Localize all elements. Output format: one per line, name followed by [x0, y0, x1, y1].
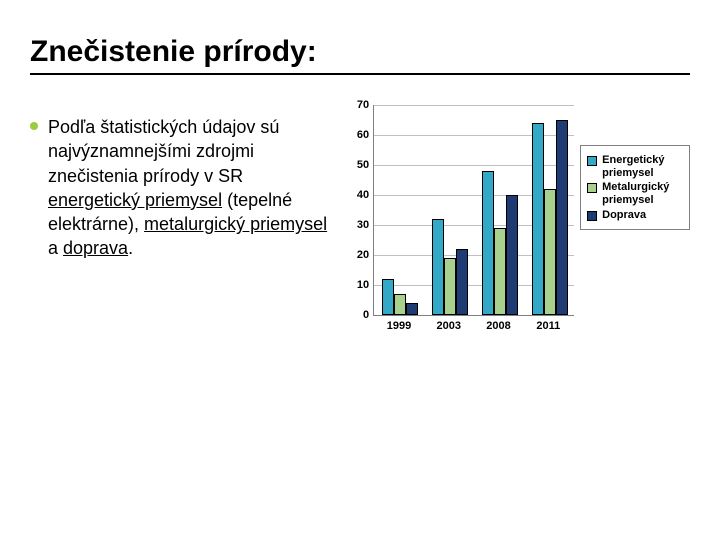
- chart-and-xlabels: 010203040506070 1999200320082011: [345, 105, 574, 332]
- legend-label: Doprava: [602, 209, 646, 222]
- y-tick-label: 0: [363, 309, 369, 321]
- bar-group: [532, 120, 568, 315]
- bullet-text-mid2: a: [48, 238, 63, 258]
- y-tick-label: 50: [357, 159, 369, 171]
- bar-group: [482, 171, 518, 315]
- chart-plot: [373, 105, 574, 316]
- chart-box: 010203040506070: [373, 105, 574, 316]
- bullet-text-u3: doprava: [63, 238, 128, 258]
- legend-label: Metalurgický priemysel: [602, 181, 681, 206]
- bullet-item: Podľa štatistických údajov sú najvýznamn…: [30, 105, 335, 261]
- chart-bar: [382, 279, 394, 315]
- x-tick-label: 1999: [374, 320, 424, 332]
- chart-bar: [494, 228, 506, 315]
- bullet-text-u2: metalurgický priemysel: [144, 214, 327, 234]
- chart-bar: [544, 189, 556, 315]
- page-title: Znečistenie prírody:: [30, 35, 690, 69]
- legend-item: Energetický priemysel: [587, 154, 681, 179]
- content-row: Podľa štatistických údajov sú najvýznamn…: [30, 105, 690, 332]
- legend-swatch-icon: [587, 183, 597, 193]
- bullet-text: Podľa štatistických údajov sú najvýznamn…: [48, 115, 335, 261]
- bullet-text-end: .: [128, 238, 133, 258]
- bullet-dot-icon: [30, 122, 38, 130]
- y-tick-label: 10: [357, 279, 369, 291]
- chart-bar: [532, 123, 544, 315]
- bar-group: [432, 219, 468, 315]
- chart-bar: [432, 219, 444, 315]
- chart-bar: [506, 195, 518, 315]
- x-tick-label: 2011: [523, 320, 573, 332]
- chart-bar: [444, 258, 456, 315]
- chart-bar: [482, 171, 494, 315]
- chart-bar: [456, 249, 468, 315]
- y-tick-label: 30: [357, 219, 369, 231]
- legend-item: Doprava: [587, 209, 681, 222]
- chart-gridline: [374, 105, 574, 106]
- chart-legend: Energetický priemyselMetalurgický priemy…: [580, 145, 690, 230]
- bullet-text-pre: Podľa štatistických údajov sú najvýznamn…: [48, 117, 279, 186]
- x-axis-labels: 1999200320082011: [373, 320, 573, 332]
- legend-item: Metalurgický priemysel: [587, 181, 681, 206]
- legend-swatch-icon: [587, 211, 597, 221]
- y-tick-label: 40: [357, 189, 369, 201]
- y-axis: 010203040506070: [345, 105, 373, 315]
- title-underline: [30, 73, 690, 75]
- bullet-text-u1: energetický priemysel: [48, 190, 222, 210]
- legend-label: Energetický priemysel: [602, 154, 681, 179]
- chart-bar: [406, 303, 418, 315]
- x-tick-label: 2003: [424, 320, 474, 332]
- bar-group: [382, 279, 418, 315]
- chart-bar: [556, 120, 568, 315]
- y-tick-label: 70: [357, 99, 369, 111]
- chart-wrapper: 010203040506070 1999200320082011 Energet…: [345, 105, 690, 332]
- y-tick-label: 60: [357, 129, 369, 141]
- slide: Znečistenie prírody: Podľa štatistických…: [0, 0, 720, 540]
- x-tick-label: 2008: [474, 320, 524, 332]
- y-tick-label: 20: [357, 249, 369, 261]
- legend-swatch-icon: [587, 156, 597, 166]
- chart-bar: [394, 294, 406, 315]
